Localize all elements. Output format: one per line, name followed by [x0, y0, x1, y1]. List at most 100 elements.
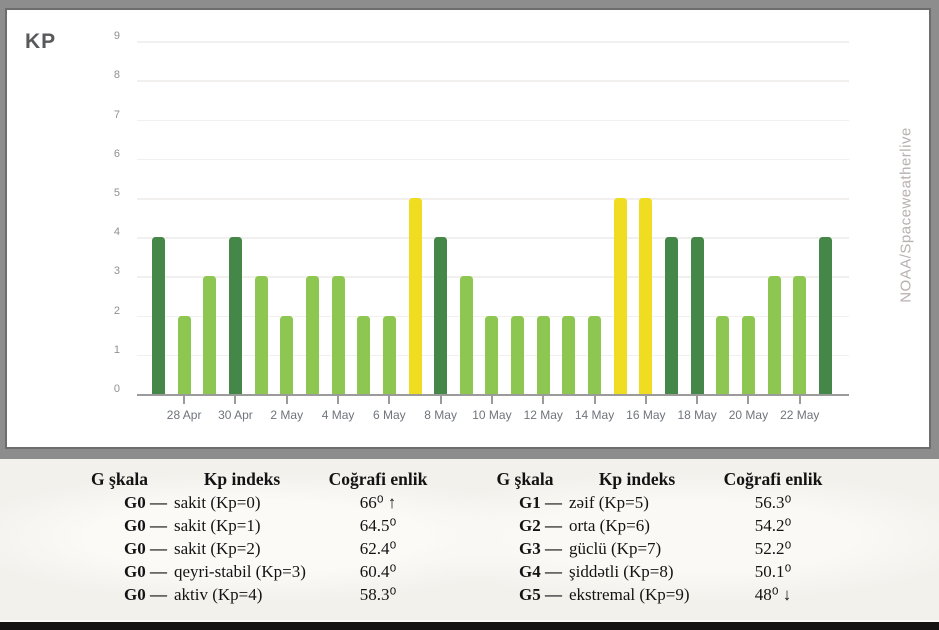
- legend-cell-lat: 60.4⁰: [359, 562, 397, 581]
- legend-cell-desc: zəif (Kp=5): [569, 493, 649, 512]
- kp-bar: [767, 276, 781, 394]
- legend-cell-desc: şiddətli (Kp=8): [569, 562, 674, 581]
- legend-header-row: G şkala Kp indeks Coğrafi enlik: [488, 467, 834, 491]
- legend-table-right: G şkala Kp indeks Coğrafi enlik G1 — zəif (K…: [488, 467, 834, 606]
- x-axis-tick: [747, 396, 750, 404]
- kp-bar: [536, 315, 550, 394]
- legend-cell-lat: 64.5⁰: [359, 516, 397, 535]
- kp-bar: [613, 198, 627, 394]
- x-axis-label: 22 May: [780, 408, 820, 422]
- kp-bar: [382, 315, 396, 394]
- kp-bar: [203, 276, 217, 394]
- legend-cell-g: G0 —: [124, 516, 167, 535]
- x-axis-label: 20 May: [728, 408, 769, 422]
- legend-cell-g: G4 —: [519, 562, 562, 581]
- watermark-credit: NOAA/Spaceweatherlive: [897, 127, 915, 303]
- grid-line: [137, 276, 849, 278]
- kp-bar: [588, 315, 602, 394]
- legend-cell-lat: 66⁰ ↑: [359, 493, 397, 512]
- legend-cell-g: G2 —: [519, 516, 562, 535]
- kp-bar: [254, 276, 268, 394]
- legend-row: G0 — sakit (Kp=1) 64.5⁰: [72, 514, 439, 537]
- x-axis-tick: [285, 396, 288, 404]
- kp-bar: [562, 315, 576, 394]
- legend-row: G0 — qeyri-stabil (Kp=3) 60.4⁰: [72, 560, 439, 583]
- x-axis-tick: [798, 396, 801, 404]
- kp-bar: [434, 237, 448, 394]
- x-axis-label: 18 May: [677, 408, 717, 422]
- x-axis-tick: [644, 396, 647, 404]
- legend-header-cell: Kp indeks: [203, 469, 281, 489]
- kp-bar: [716, 315, 730, 394]
- x-axis-tick: [234, 396, 237, 404]
- legend-cell-lat: 62.4⁰: [359, 539, 397, 558]
- kp-bar: [485, 315, 499, 394]
- kp-bar: [511, 315, 525, 394]
- legend-cell-lat: 50.1⁰: [754, 562, 792, 581]
- legend-cell-g: G5 —: [519, 585, 562, 604]
- kp-bar: [152, 237, 165, 394]
- kp-chart-panel: KP 0 1 2 3 4 5 6 7 8 9 28 Apr 30 Apr 2 May 4 May 6 May…: [5, 8, 931, 449]
- legend-cell-desc: ekstremal (Kp=9): [569, 585, 690, 604]
- x-axis-label: 14 May: [574, 408, 615, 422]
- legend-cell-desc: orta (Kp=6): [569, 516, 650, 535]
- legend-header-cell: G şkala: [91, 469, 148, 489]
- bottom-black-bar: [0, 622, 939, 630]
- kp-bar: [228, 237, 242, 394]
- kp-bar: [331, 276, 345, 394]
- kp-bar: [305, 276, 319, 394]
- legend-row: G0 — sakit (Kp=0) 66⁰ ↑: [72, 491, 439, 514]
- x-axis-label: 4 May: [321, 408, 355, 422]
- legend-cell-lat: 56.3⁰: [754, 493, 792, 512]
- legend-row: G2 — orta (Kp=6) 54.2⁰: [488, 514, 834, 537]
- y-axis-label: 5: [113, 187, 120, 199]
- kp-bar: [818, 237, 832, 394]
- x-axis-line: [137, 394, 849, 396]
- kp-bar: [793, 276, 807, 394]
- legend-table-left: G şkala Kp indeks Coğrafi enlik G0 — sakit (…: [72, 467, 439, 606]
- legend-header-cell: Coğrafi enlik: [328, 469, 428, 489]
- chart-title: KP: [25, 30, 57, 53]
- legend-cell-g: G0 —: [124, 539, 167, 558]
- x-axis-label: 30 Apr: [218, 408, 253, 422]
- y-axis-label: 8: [113, 69, 120, 82]
- legend-cell-g: G0 —: [124, 562, 167, 581]
- kp-bar: [665, 237, 678, 394]
- x-axis-label: 6 May: [373, 408, 406, 422]
- y-axis-label: 6: [113, 147, 120, 160]
- kp-bar: [690, 237, 704, 394]
- x-axis-label: 8 May: [424, 408, 457, 422]
- legend-header-cell: G şkala: [496, 469, 554, 489]
- kp-bar: [459, 276, 473, 394]
- legend-row: G3 — güclü (Kp=7) 52.2⁰: [488, 537, 834, 560]
- x-axis-label: 2 May: [270, 408, 304, 422]
- grid-line: [137, 198, 849, 200]
- y-axis-label: 0: [113, 383, 120, 395]
- legend-row: G5 — ekstremal (Kp=9) 48⁰ ↓: [488, 583, 834, 606]
- kp-bar: [280, 315, 294, 394]
- y-axis-label: 2: [113, 304, 120, 317]
- legend-row: G1 — zəif (Kp=5) 56.3⁰: [488, 491, 834, 514]
- x-axis-label: 28 Apr: [166, 408, 202, 422]
- legend-row: G0 — sakit (Kp=2) 62.4⁰: [72, 537, 439, 560]
- x-axis-tick: [337, 396, 340, 404]
- kp-bar: [741, 315, 755, 394]
- grid-line: [137, 80, 849, 82]
- legend-cell-g: G1 —: [519, 493, 562, 512]
- legend-cell-g: G3 —: [519, 539, 562, 558]
- y-axis-label: 9: [113, 30, 120, 43]
- kp-bar: [177, 315, 191, 394]
- x-axis-tick: [388, 396, 391, 404]
- x-axis-tick: [490, 396, 493, 404]
- legend-cell-desc: sakit (Kp=2): [174, 539, 261, 558]
- legend-cell-desc: qeyri-stabil (Kp=3): [174, 562, 306, 581]
- legend-cell-lat: 48⁰ ↓: [754, 585, 792, 604]
- y-axis-label: 7: [113, 108, 120, 121]
- legend-header-cell: Kp indeks: [598, 469, 676, 489]
- legend-cell-desc: sakit (Kp=1): [174, 516, 261, 535]
- x-axis-label: 12 May: [523, 408, 563, 422]
- legend-row: G4 — şiddətli (Kp=8) 50.1⁰: [488, 560, 834, 583]
- kp-bar: [357, 315, 371, 394]
- grid-line: [137, 41, 849, 43]
